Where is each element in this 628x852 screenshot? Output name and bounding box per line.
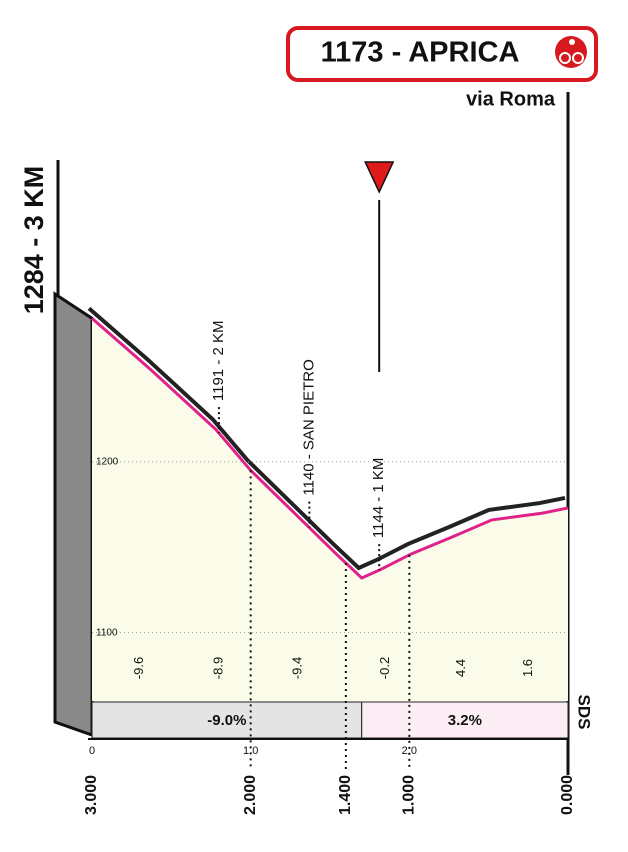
bike-icon-wheel — [572, 52, 584, 64]
gradient-label: -8.9 — [210, 657, 225, 679]
km-tick-label: 2.0 — [402, 745, 417, 757]
x-tick-label: 1.400 — [337, 775, 354, 815]
start-label: 1284 - 3 KM — [19, 166, 49, 315]
gradient-label: -0.2 — [377, 657, 392, 679]
marker-label: 1144 - 1 KM — [370, 458, 387, 539]
x-tick-label: 0.000 — [559, 775, 576, 815]
x-tick-label: 3.000 — [83, 775, 100, 815]
gradient-label: 4.4 — [453, 659, 468, 677]
gradient-label: -9.4 — [290, 657, 305, 679]
segment-bar — [91, 701, 363, 739]
bike-icon — [555, 36, 587, 68]
y-tick-label: 1100 — [96, 627, 118, 638]
x-tick-label: 2.000 — [242, 775, 259, 815]
profile-line — [91, 317, 569, 580]
y-tick-label: 1200 — [96, 456, 119, 467]
segment-label: 3.2% — [448, 712, 482, 729]
bike-icon-wheel — [559, 52, 571, 64]
bike-icon-rider — [569, 39, 575, 45]
km-tick-label: 0 — [89, 745, 95, 757]
flamme-rouge — [364, 161, 395, 194]
start-wall — [53, 291, 94, 738]
segment-label: -9.0% — [207, 712, 246, 729]
profile-area — [92, 318, 568, 701]
marker-label: 1140 - SAN PIETRO — [300, 359, 317, 495]
profile-edge — [87, 306, 566, 571]
chart-title: 1173 - APRICA — [321, 37, 520, 69]
x-tick-label: 1.000 — [401, 775, 418, 815]
brand: SDS — [575, 695, 594, 730]
segment-bar — [361, 701, 569, 739]
title-box — [286, 26, 598, 82]
gradient-label: -9.6 — [131, 657, 146, 679]
chart-subtitle: via Roma — [466, 88, 556, 110]
km-tick-label: 1.0 — [243, 745, 258, 757]
marker-label: 1191 - 2 KM — [210, 320, 227, 401]
gradient-label: 1.6 — [520, 659, 535, 677]
